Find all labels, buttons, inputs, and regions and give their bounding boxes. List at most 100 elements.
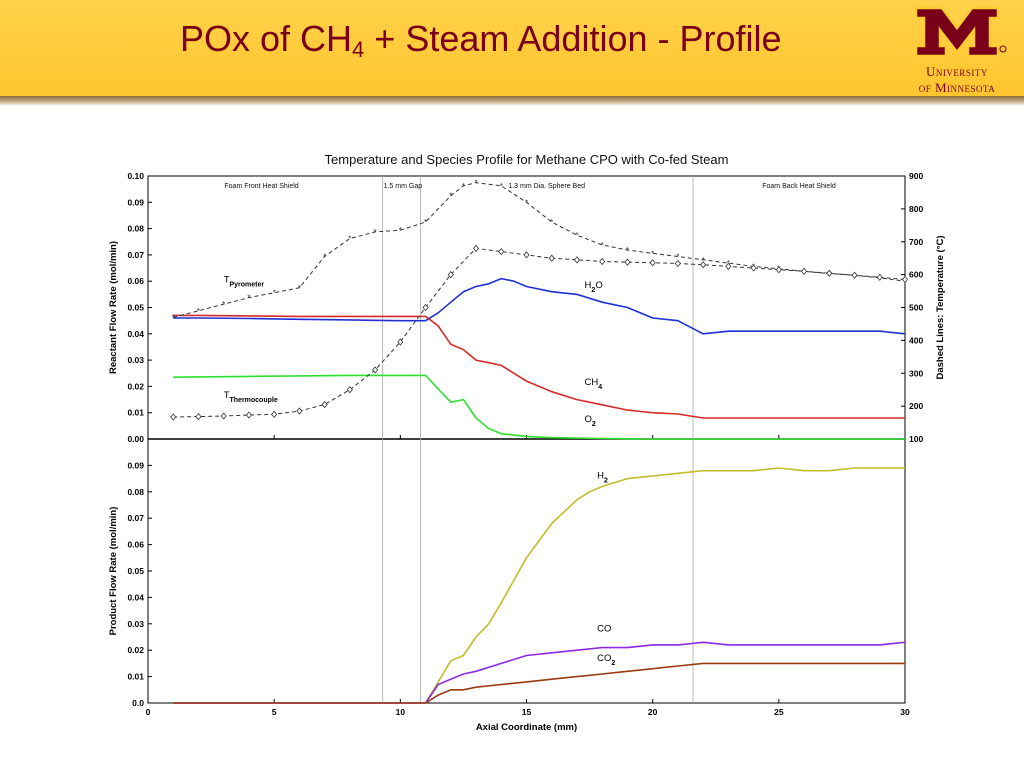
banner-divider [0,96,1024,106]
region-label: Foam Front Heat Shield [224,183,298,190]
thermocouple-marker [271,410,278,418]
pyrometer-marker: * [651,249,654,258]
series-annotation: CH4 [585,377,603,391]
logo-text-line1: University [926,64,988,79]
y2-tick-label: 200 [909,401,923,411]
series-line-h2 [173,467,905,704]
y-tick-label: 0.04 [127,592,144,602]
y2-tick-label: 600 [909,270,923,280]
pyrometer-marker: * [172,313,175,322]
series-line-o2 [173,374,905,440]
thermocouple-marker [573,256,580,264]
region-label: Foam Back Heat Shield [762,183,836,190]
y-tick-label: 0.02 [127,645,144,655]
pyrometer-marker: * [222,300,225,309]
pyrometer-marker: * [273,289,276,298]
series-annotation: H2 [597,471,608,485]
y2-tick-label: 300 [909,368,923,378]
pyrometer-marker: * [247,294,250,303]
thermocouple-marker [245,411,252,419]
profile-chart: Temperature and Species Profile for Meth… [108,152,946,733]
y-tick-label: 0.07 [127,250,144,260]
y-tick-label: 0.06 [127,276,144,286]
logo-text-line2: of Minnesota [918,80,996,95]
thermocouple-marker [195,413,202,421]
y-tick-label: 0.01 [127,672,144,682]
pyrometer-marker: * [601,241,604,250]
x-tick-label: 30 [900,707,910,717]
series-annotation: TPyrometer [224,275,265,289]
title-banner [0,0,1024,96]
thermocouple-marker [826,269,833,277]
y-tick-label: 0.04 [127,329,144,339]
pyrometer-marker: * [626,246,629,255]
block-m-icon [914,6,1007,58]
y-tick-label: 0.02 [127,381,144,391]
series-line-tpyrometer [173,182,906,318]
y-tick-label: 0.09 [127,460,144,470]
pyrometer-marker: * [298,284,301,293]
university-logo: University of Minnesota [902,4,1012,96]
slide-title-main: POx of CH [180,18,353,59]
y2-tick-label: 400 [909,335,923,345]
region-label: 1.3 mm Dia. Sphere Bed [508,183,585,190]
pyrometer-marker: * [374,228,377,237]
pyrometer-marker: * [550,218,553,227]
thermocouple-marker [750,264,757,272]
slide-title-rest: + Steam Addition - Profile [364,18,782,59]
thermocouple-marker [876,273,883,281]
y-tick-label: 0.08 [127,487,144,497]
thermocouple-marker [624,258,631,266]
x-tick-label: 25 [774,707,784,717]
y-tick-label: 0.10 [127,171,144,181]
y-tick-label: 0.03 [127,619,144,629]
pyrometer-marker: * [474,179,477,188]
thermocouple-marker [700,261,707,269]
y-axis-label: Reactant Flow Rate (mol/min) [108,241,119,374]
thermocouple-marker [422,303,429,312]
x-tick-label: 0 [146,707,151,717]
y-tick-label: 0.08 [127,224,144,234]
x-tick-label: 10 [396,707,406,717]
x-tick-label: 20 [648,707,658,717]
y-tick-label: 0.06 [127,540,144,550]
series-annotation: CO [597,624,611,635]
y-tick-label: 0.0 [132,698,144,708]
pyrometer-marker: * [348,234,351,243]
thermocouple-marker [725,262,732,271]
y2-tick-label: 900 [909,171,923,181]
y-tick-label: 0.05 [127,303,144,313]
region-label: 1.5 mm Gap [384,183,423,190]
thermocouple-marker [321,400,328,409]
y2-axis-label: Dashed Lines: Temperature (°C) [935,235,946,379]
thermocouple-marker [170,413,177,421]
thermocouple-marker [801,267,808,275]
thermocouple-marker [447,271,454,279]
series-annotation: TThermocouple [224,390,278,404]
thermocouple-marker [599,257,606,266]
y-axis-label: Product Flow Rate (mol/min) [108,507,119,636]
thermocouple-marker [346,386,353,394]
series-annotation: H2O [585,280,603,294]
y2-tick-label: 500 [909,303,923,313]
thermocouple-marker [473,244,480,252]
thermocouple-marker [649,259,656,267]
y2-tick-label: 700 [909,237,923,247]
pyrometer-marker: * [462,182,465,191]
thermocouple-marker [851,271,858,279]
thermocouple-marker [775,266,782,274]
y-tick-label: 0.01 [127,408,144,418]
thermocouple-marker [674,259,681,268]
slide-title-subscript: 4 [352,37,365,62]
series-annotation: CO2 [597,653,615,667]
y-tick-label: 0.07 [127,513,144,523]
pyrometer-marker: * [676,253,679,262]
pyrometer-marker: * [575,231,578,240]
pyrometer-marker: * [399,226,402,235]
chart-title: Temperature and Species Profile for Meth… [325,152,729,167]
thermocouple-marker [548,254,555,262]
pyrometer-marker: * [424,218,427,227]
y2-tick-label: 100 [909,434,923,444]
y-tick-label: 0.05 [127,566,144,576]
series-annotation: O2 [585,414,596,428]
